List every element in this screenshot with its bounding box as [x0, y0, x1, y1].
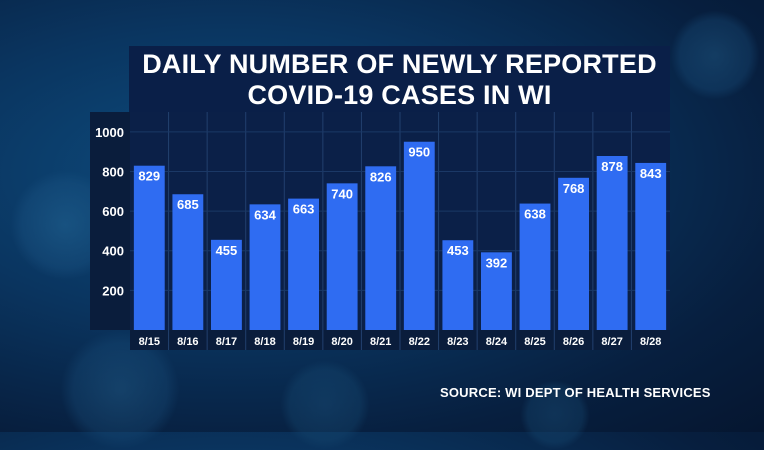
x-tick-label: 8/28: [640, 336, 661, 348]
y-tick-label: 1000: [95, 125, 124, 140]
bar: [326, 183, 358, 330]
x-tick-label: 8/26: [563, 336, 584, 348]
bar: [288, 198, 319, 330]
virus-background-graphic: [280, 360, 370, 450]
x-tick-label: 8/19: [293, 336, 314, 348]
bar-value-label: 826: [370, 169, 392, 184]
bar: [635, 162, 667, 330]
bar: [558, 177, 589, 330]
bar: [596, 155, 628, 330]
bar-value-label: 638: [524, 207, 546, 222]
y-tick-label: 600: [102, 204, 124, 219]
bar-value-label: 950: [408, 145, 430, 160]
bar-chart-svg: 200 400 600 800 1000 829 8/15 685 8/16 455 8/17 634…: [95, 112, 670, 350]
bar-value-label: 455: [216, 243, 238, 258]
virus-background-graphic: [60, 330, 180, 450]
bar-value-label: 392: [486, 255, 508, 270]
bar-value-label: 634: [254, 207, 276, 222]
chart-title-line-2: COVID-19 CASES IN WI: [247, 80, 552, 110]
x-tick-label: 8/24: [486, 336, 508, 348]
x-tick-label: 8/15: [139, 336, 160, 348]
x-tick-label: 8/18: [254, 336, 275, 348]
bar: [481, 252, 512, 330]
y-axis-panel: [90, 112, 130, 330]
x-tick-label: 8/27: [601, 336, 622, 348]
x-tick-label: 8/23: [447, 336, 468, 348]
bar-value-label: 453: [447, 243, 469, 258]
bar: [442, 240, 474, 330]
bar: [403, 141, 435, 330]
chart-area: 200 400 600 800 1000 829 8/15 685 8/16 455 8/17 634…: [90, 112, 670, 350]
bar: [172, 194, 204, 330]
x-tick-label: 8/16: [177, 336, 198, 348]
x-tick-label: 8/20: [331, 336, 352, 348]
x-tick-label: 8/22: [409, 336, 430, 348]
chart-title: DAILY NUMBER OF NEWLY REPORTED COVID-19 …: [129, 46, 670, 112]
bar: [249, 204, 281, 330]
x-tick-label: 8/25: [524, 336, 545, 348]
bar-value-label: 740: [331, 186, 353, 201]
virus-background-graphic: [670, 10, 760, 100]
source-note: SOURCE: WI DEPT OF HEALTH SERVICES: [440, 385, 711, 400]
x-tick-label: 8/17: [216, 336, 237, 348]
bar-value-label: 843: [640, 166, 662, 181]
bar-value-label: 829: [138, 169, 160, 184]
bar: [133, 165, 165, 330]
bar: [365, 166, 397, 330]
bar: [211, 239, 242, 330]
bar-value-label: 878: [601, 159, 623, 174]
bar-value-label: 663: [293, 202, 315, 217]
y-tick-label: 400: [102, 244, 124, 259]
y-tick-label: 800: [102, 164, 124, 179]
x-tick-label: 8/21: [370, 336, 391, 348]
bar-value-label: 685: [177, 197, 199, 212]
chart-title-line-1: DAILY NUMBER OF NEWLY REPORTED: [142, 49, 657, 79]
bar: [519, 203, 551, 330]
y-tick-label: 200: [102, 283, 124, 298]
bar-value-label: 768: [563, 181, 585, 196]
